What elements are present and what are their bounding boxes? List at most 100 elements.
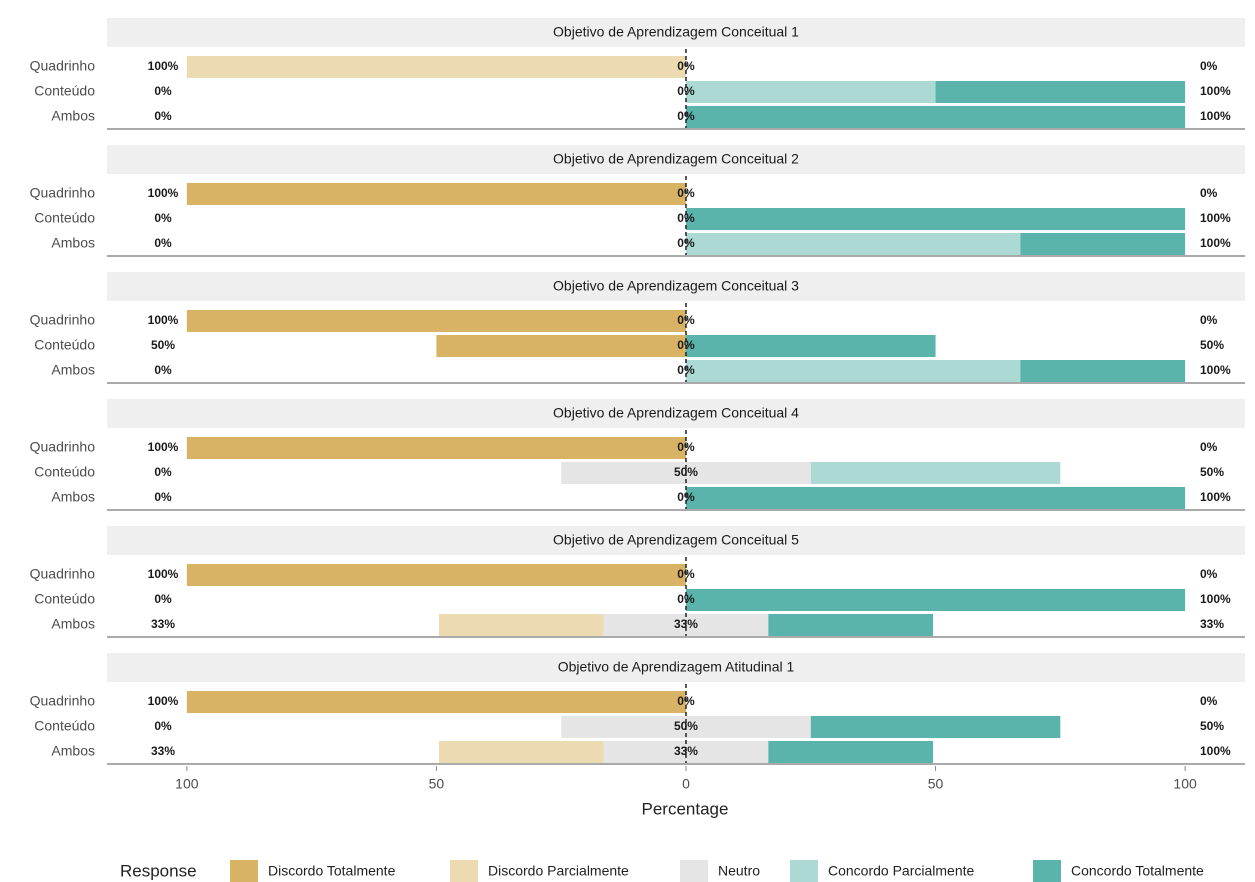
bar [438,614,604,636]
category-label: Conteúdo [34,337,95,353]
value-label: 0% [1200,59,1218,73]
bar [186,564,686,586]
bar [1020,233,1186,255]
value-label: 0% [154,363,172,377]
bar [186,437,686,459]
legend-swatch [790,860,818,882]
bar [436,335,686,357]
category-label: Quadrinho [30,58,96,74]
value-label: 33% [674,744,698,758]
facet-strip [107,18,1245,47]
legend-title: Response [120,861,197,880]
value-label: 0% [154,465,172,479]
bar [685,335,936,357]
facet-strip [107,272,1245,301]
value-label: 33% [151,617,175,631]
bar [186,310,686,332]
x-tick-label: 50 [429,776,445,792]
value-label: 0% [154,719,172,733]
value-label: 100% [1200,236,1231,250]
value-label: 50% [1200,465,1224,479]
category-label: Quadrinho [30,439,96,455]
category-label: Ambos [51,108,95,124]
category-label: Conteúdo [34,718,95,734]
x-tick-label: 50 [928,776,944,792]
bar [685,487,1186,509]
legend-label: Concordo Totalmente [1071,863,1204,879]
facet-title: Objetivo de Aprendizagem Conceitual 2 [553,151,799,167]
value-label: 0% [1200,313,1218,327]
value-label: 100% [1200,592,1231,606]
category-label: Conteúdo [34,210,95,226]
bar [768,741,934,763]
value-label: 100% [148,440,179,454]
facet-strip [107,399,1245,428]
bar [438,741,604,763]
category-label: Ambos [51,235,95,251]
category-label: Ambos [51,616,95,632]
bar [810,462,1061,484]
facet-title: Objetivo de Aprendizagem Conceitual 5 [553,532,799,548]
x-tick-label: 0 [682,776,690,792]
value-label: 100% [1200,490,1231,504]
value-label: 0% [154,490,172,504]
facet-title: Objetivo de Aprendizagem Conceitual 4 [553,405,799,421]
value-label: 0% [677,363,695,377]
legend-label: Neutro [718,863,760,879]
facet-title: Objetivo de Aprendizagem Conceitual 1 [553,24,799,40]
value-label: 100% [148,59,179,73]
category-label: Ambos [51,743,95,759]
category-label: Conteúdo [34,591,95,607]
value-label: 0% [1200,694,1218,708]
value-label: 100% [1200,211,1231,225]
category-label: Quadrinho [30,693,96,709]
bar [186,691,686,713]
facet-title: Objetivo de Aprendizagem Atitudinal 1 [558,659,795,675]
category-label: Conteúdo [34,464,95,480]
category-label: Ambos [51,489,95,505]
legend-swatch [230,860,258,882]
legend-swatch [1033,860,1061,882]
value-label: 0% [154,592,172,606]
bar [685,106,1186,128]
value-label: 33% [151,744,175,758]
legend-label: Concordo Parcialmente [828,863,975,879]
facet-strip [107,145,1245,174]
value-label: 100% [1200,744,1231,758]
value-label: 50% [1200,338,1224,352]
category-label: Conteúdo [34,83,95,99]
legend-label: Discordo Parcialmente [488,863,629,879]
facet-strip [107,653,1245,682]
value-label: 0% [1200,440,1218,454]
value-label: 50% [1200,719,1224,733]
value-label: 100% [148,694,179,708]
category-label: Quadrinho [30,312,96,328]
bar [685,81,936,103]
value-label: 50% [151,338,175,352]
facet-title: Objetivo de Aprendizagem Conceitual 3 [553,278,799,294]
bar [768,614,934,636]
x-tick-label: 100 [1173,776,1197,792]
bar [685,589,1186,611]
legend-swatch [450,860,478,882]
bar [603,741,769,763]
category-label: Quadrinho [30,566,96,582]
legend-label: Discordo Totalmente [268,863,396,879]
bar [685,233,1021,255]
value-label: 100% [148,567,179,581]
category-label: Quadrinho [30,185,96,201]
bar [186,56,686,78]
x-axis-title: Percentage [642,799,729,818]
bar [685,208,1186,230]
category-label: Ambos [51,362,95,378]
value-label: 100% [148,186,179,200]
value-label: 0% [154,109,172,123]
value-label: 0% [154,211,172,225]
value-label: 33% [674,617,698,631]
value-label: 33% [1200,617,1224,631]
facet-strip [107,526,1245,555]
bar [1020,360,1186,382]
value-label: 0% [154,236,172,250]
value-label: 0% [1200,186,1218,200]
legend-swatch [680,860,708,882]
